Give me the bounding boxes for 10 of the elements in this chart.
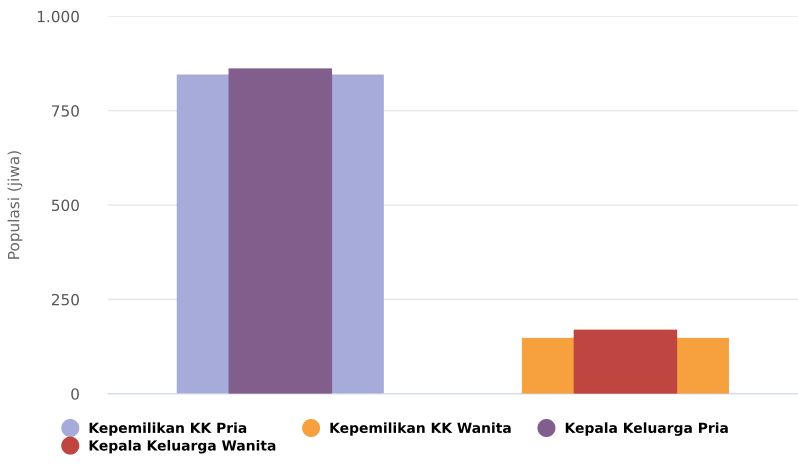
legend-label: Kepemilikan KK Pria (90, 422, 246, 436)
y-tick-label: 0 (71, 388, 79, 400)
y-tick-label: 1.000 (38, 10, 79, 22)
legend-label: Kepemilikan KK Wanita (330, 422, 511, 436)
y-tick-label: 250 (52, 294, 79, 306)
legend-label: Kepala Keluarga Wanita (90, 440, 276, 454)
y-tick-label: 500 (52, 200, 79, 212)
y-tick-label: 750 (52, 105, 79, 117)
legend-label: Kepala Keluarga Pria (566, 422, 728, 436)
y-axis-title: Populasi (jiwa) (8, 151, 22, 259)
